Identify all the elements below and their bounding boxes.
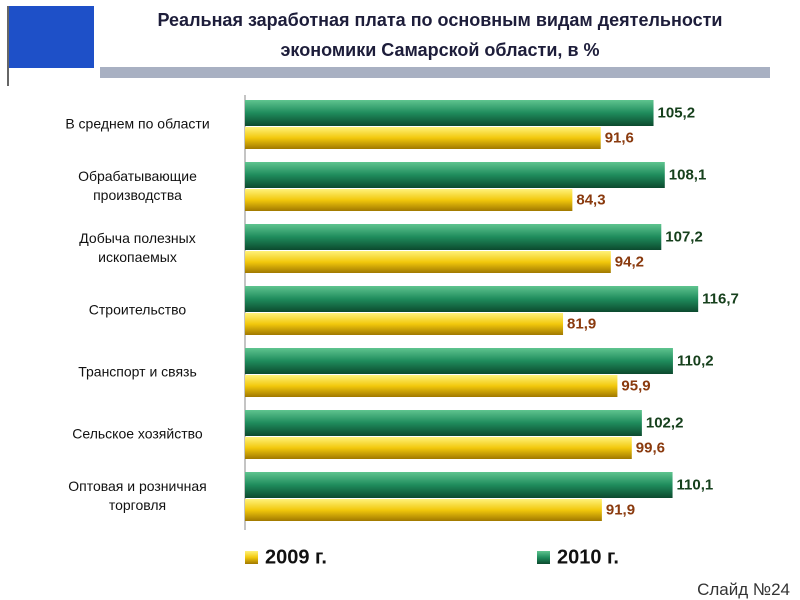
bar	[245, 286, 699, 312]
data-label: 110,1	[676, 476, 714, 494]
data-label: 91,6	[604, 129, 634, 147]
data-label: 105,2	[657, 104, 696, 122]
bar	[245, 313, 564, 335]
data-label: 91,9	[605, 501, 636, 519]
bar	[245, 100, 654, 126]
y-tick-label: Обрабатывающие производства	[78, 168, 197, 203]
title-bar	[100, 67, 770, 78]
bar	[245, 410, 642, 436]
bar	[245, 127, 601, 149]
chart-title: экономики Самарской области, в %	[280, 40, 600, 60]
bar	[245, 375, 618, 397]
legend-swatch	[245, 551, 258, 564]
data-label: 81,9	[567, 315, 597, 333]
y-tick-label: Транспорт и связь	[78, 363, 197, 380]
data-label: 95,9	[621, 377, 651, 395]
data-label: 84,3	[576, 191, 606, 209]
legend-label: 2010 г.	[557, 546, 619, 569]
y-tick-label: Сельское хозяйство	[72, 425, 203, 442]
data-label: 108,1	[668, 166, 707, 184]
bar	[245, 162, 665, 188]
bar	[245, 224, 662, 250]
data-label: 94,2	[614, 253, 644, 271]
legend-label: 2009 г.	[265, 546, 327, 569]
y-tick-label: Строительство	[88, 301, 187, 318]
y-tick-label: Добыча полезных ископаемых	[79, 230, 196, 265]
slide-number: Слайд №24	[697, 580, 790, 599]
chart-title: Реальная заработная плата по основным ви…	[157, 10, 723, 30]
bar	[245, 348, 673, 374]
data-label: 107,2	[665, 228, 703, 246]
bar	[245, 499, 602, 521]
y-tick-label: Оптовая и розничная торговля	[68, 478, 207, 513]
bar	[245, 437, 632, 459]
data-label: 102,2	[645, 414, 684, 432]
flag	[8, 6, 94, 68]
bar	[245, 472, 673, 498]
bar	[245, 251, 611, 273]
bar	[245, 189, 573, 211]
data-label: 99,6	[635, 439, 665, 457]
y-tick-label: В среднем по области	[65, 115, 210, 132]
data-label: 110,2	[676, 352, 714, 370]
data-label: 116,7	[702, 290, 739, 308]
legend-swatch	[537, 551, 550, 564]
